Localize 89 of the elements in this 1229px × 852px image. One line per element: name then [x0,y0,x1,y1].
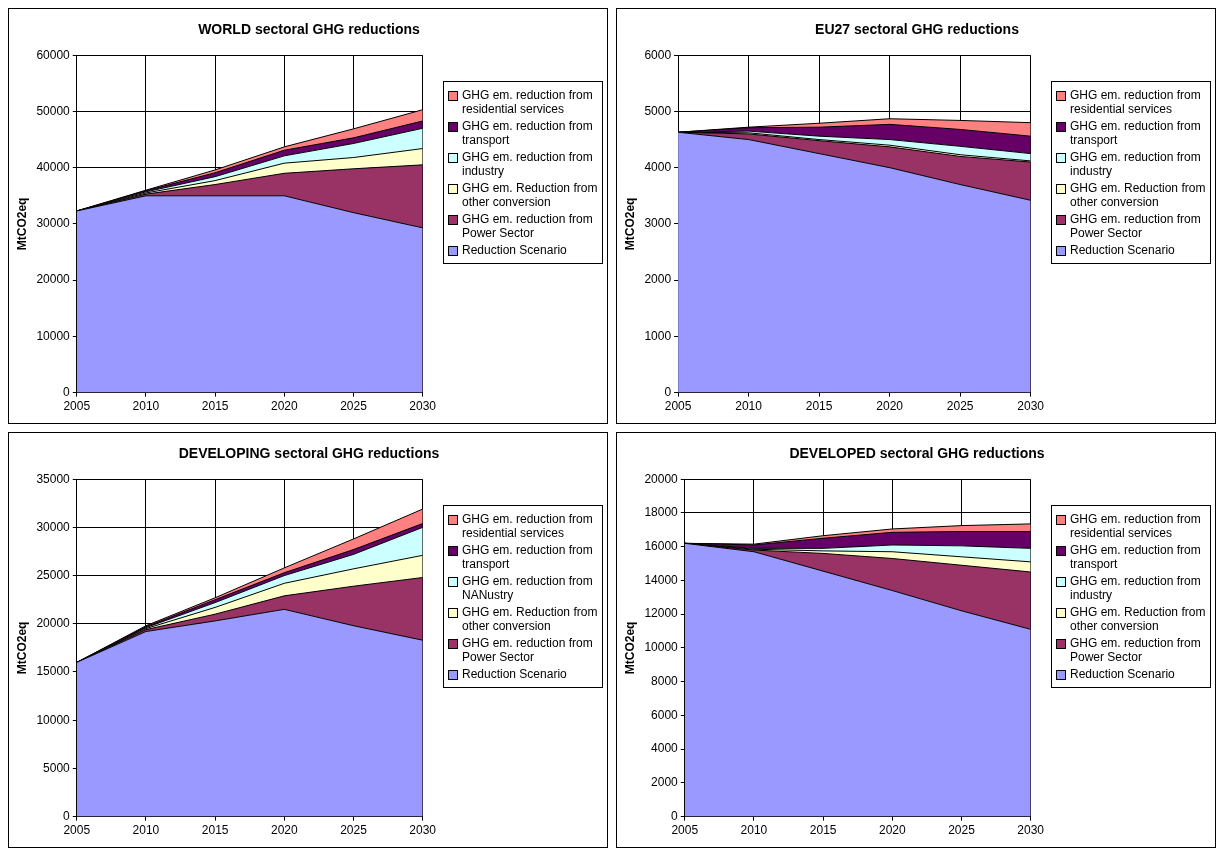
x-tick-label: 2005 [664,399,692,414]
legend-label: GHG em. reduction from industry [1070,574,1202,602]
x-tick-label: 2025 [948,823,976,838]
chart-title: DEVELOPING sectoral GHG reductions [177,445,441,461]
x-tick-label: 2030 [1017,823,1045,838]
x-tick-label: 2010 [132,823,160,838]
y-tick-label: 10000 [36,328,71,343]
legend-label: GHG em. Reduction from other conversion [462,605,598,633]
x-tick-label: 2030 [1017,399,1045,414]
y-tick-label: 5000 [644,103,672,118]
legend-label: GHG em. reduction from Power Sector [462,636,594,664]
y-tick-label: 2000 [644,272,672,287]
y-tick-label: 18000 [644,505,679,520]
y-tick-label: 12000 [644,606,679,621]
y-tick-label: 25000 [36,567,71,582]
legend-label: GHG em. reduction from Power Sector [1070,636,1202,664]
chart-title: WORLD sectoral GHG reductions [197,21,421,37]
x-tick-label: 2025 [340,399,368,414]
legend-label: GHG em. reduction from NANustry [462,574,594,602]
legend-label: Reduction Scenario [462,243,567,257]
x-tick-label: 2005 [63,823,91,838]
legend-label: GHG em. reduction from residential services [462,88,594,116]
y-tick-label: 40000 [36,159,71,174]
legend-label: GHG em. reduction from Power Sector [462,212,594,240]
x-tick-label: 2010 [740,823,768,838]
legend-label: GHG em. Reduction from other conversion [462,181,598,209]
y-tick-label: 20000 [36,272,71,287]
x-tick-label: 2015 [201,823,229,838]
y-tick-label: 6000 [651,707,679,722]
y-tick-label: 0 [63,808,71,823]
y-tick-label: 35000 [36,471,71,486]
y-tick-label: 15000 [36,664,71,679]
legend-label: GHG em. reduction from residential services [1070,88,1202,116]
legend-label: GHG em. reduction from residential services [1070,512,1202,540]
y-tick-label: 10000 [644,640,679,655]
y-tick-label: 30000 [36,216,71,231]
y-tick-label: 3000 [644,216,672,231]
x-tick-label: 2030 [409,823,437,838]
x-tick-label: 2015 [805,399,833,414]
legend-label: Reduction Scenario [1070,243,1175,257]
y-tick-label: 20000 [36,616,71,631]
y-axis-title: MtCO2eq [14,197,29,251]
x-tick-label: 2030 [409,399,437,414]
x-tick-label: 2025 [946,399,974,414]
y-tick-label: 50000 [36,103,71,118]
legend-label: GHG em. reduction from transport [1070,119,1202,147]
y-tick-label: 0 [671,808,679,823]
chart-title: EU27 sectoral GHG reductions [814,21,1020,37]
x-tick-label: 2010 [132,399,160,414]
legend-label: GHG em. reduction from transport [462,119,594,147]
y-tick-label: 5000 [43,760,71,775]
y-tick-label: 2000 [651,775,679,790]
legend-label: GHG em. reduction from transport [462,543,594,571]
y-tick-label: 0 [664,384,672,399]
x-tick-label: 2005 [671,823,699,838]
x-tick-label: 2020 [270,399,298,414]
x-tick-label: 2010 [735,399,763,414]
legend-label: GHG em. reduction from transport [1070,543,1202,571]
y-tick-label: 30000 [36,519,71,534]
y-tick-label: 14000 [644,572,679,587]
chart-title: DEVELOPED sectoral GHG reductions [788,445,1046,461]
x-tick-label: 2015 [809,823,837,838]
legend-label: GHG em. reduction from industry [1070,150,1202,178]
y-tick-label: 0 [63,384,71,399]
x-tick-label: 2020 [270,823,298,838]
legend-label: GHG em. Reduction from other conversion [1070,605,1206,633]
legend-label: Reduction Scenario [462,667,567,681]
x-tick-label: 2005 [63,399,91,414]
y-tick-label: 6000 [644,47,672,62]
y-tick-label: 16000 [644,538,679,553]
x-tick-label: 2020 [878,823,906,838]
y-axis-title: MtCO2eq [622,197,637,251]
x-tick-label: 2025 [340,823,368,838]
y-tick-label: 4000 [644,159,672,174]
y-axis-title: MtCO2eq [14,621,29,675]
x-tick-label: 2020 [876,399,904,414]
legend-label: GHG em. Reduction from other conversion [1070,181,1206,209]
y-tick-label: 4000 [651,741,679,756]
y-tick-label: 1000 [644,328,672,343]
y-tick-label: 10000 [36,712,71,727]
legend-label: GHG em. reduction from Power Sector [1070,212,1202,240]
y-tick-label: 60000 [36,47,71,62]
y-tick-label: 8000 [651,673,679,688]
x-tick-label: 2015 [201,399,229,414]
legend-label: Reduction Scenario [1070,667,1175,681]
y-tick-label: 20000 [644,471,679,486]
y-axis-title: MtCO2eq [622,621,637,675]
legend-label: GHG em. reduction from residential services [462,512,594,540]
legend-label: GHG em. reduction from industry [462,150,594,178]
